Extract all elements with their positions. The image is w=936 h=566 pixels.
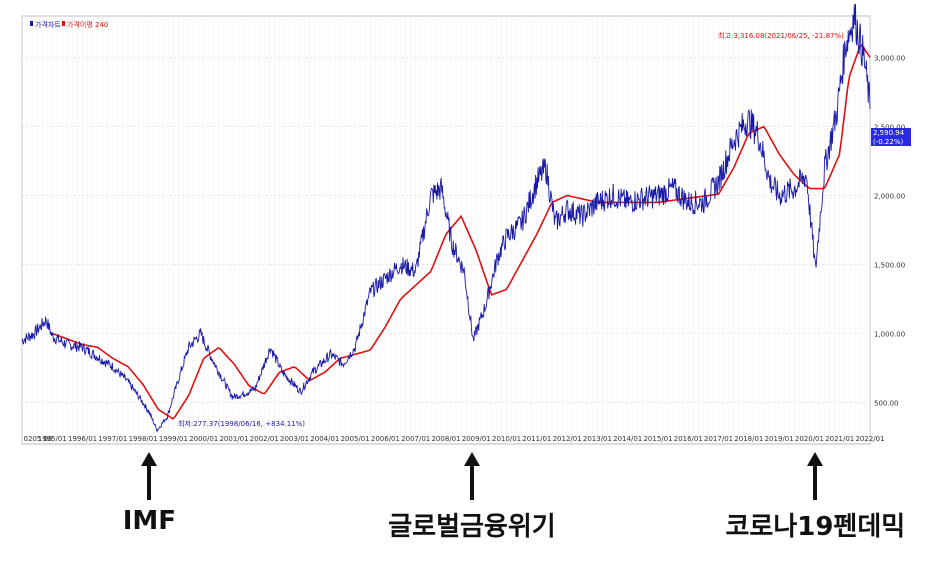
current-price-box: [871, 128, 911, 146]
x-tick-label: 2001/01: [219, 435, 248, 443]
x-tick-label: 2014/01: [613, 435, 642, 443]
x-tick-label: 2009/01: [462, 435, 491, 443]
x-tick-label: 2004/01: [310, 435, 339, 443]
x-tick-label: 2005/01: [341, 435, 370, 443]
x-tick-label: 2011/01: [522, 435, 551, 443]
x-tick-label: 2003/01: [280, 435, 309, 443]
x-tick-label: 2002/01: [250, 435, 279, 443]
ma-layer: [52, 43, 871, 420]
high-annotation: 최고:3,316.08(2021/06/25, -21.87%): [718, 31, 844, 40]
x-tick-label: 2008/01: [431, 435, 460, 443]
x-tick-label: 2012/01: [553, 435, 582, 443]
price-line: [21, 3, 871, 433]
callout-label: IMF: [122, 506, 176, 536]
x-tick-label: 2017/01: [704, 435, 733, 443]
legend-ma-swatch: [62, 21, 65, 26]
x-tick-label: 2021/01: [825, 435, 854, 443]
current-price: 2,590.94: [873, 129, 905, 137]
x-tick-label: 1996/01: [68, 435, 97, 443]
y-tick-label: 2,500.00: [874, 123, 905, 131]
callout-arrow-head: [463, 452, 480, 466]
x-tick-label: 1999/01: [159, 435, 188, 443]
y-tick-label: 3,000.00: [874, 54, 905, 62]
current-change: (-0.22%): [873, 138, 903, 146]
callout-arrow-icon: [141, 452, 158, 500]
legend: 가격차트 가격이평 240: [30, 20, 108, 29]
x-tick-label: 1997/01: [98, 435, 127, 443]
x-tick-label: 2007/01: [401, 435, 430, 443]
x-tick-label: 2013/01: [583, 435, 612, 443]
x-tick-label: 2019/01: [765, 435, 794, 443]
x-grid: [21, 16, 871, 444]
callout-arrow-icon: [463, 452, 480, 500]
y-tick-label: 1,500.00: [874, 262, 905, 270]
x-tick-label: 2018/01: [734, 435, 763, 443]
x-tick-label: 1995/01: [38, 435, 67, 443]
legend-price-label: 가격차트: [35, 20, 61, 29]
callout-arrow-head: [807, 452, 824, 466]
x-tick-label: 2000/01: [189, 435, 218, 443]
callout-arrow-icon: [807, 452, 824, 500]
callout-label: 글로벌금융위기: [388, 512, 556, 542]
y-tick-label: 1,000.00: [874, 331, 905, 339]
x-tick-label: 2016/01: [674, 435, 703, 443]
callout-arrow-head: [141, 452, 158, 466]
x-tick-label: 0205 08: [24, 435, 53, 443]
x-tick-label: 1998/01: [129, 435, 158, 443]
x-tick-label: 2015/01: [643, 435, 672, 443]
y-tick-label: 2,000.00: [874, 192, 905, 200]
legend-ma-label: 가격이평 240: [67, 20, 108, 29]
y-tick-label: 500.00: [874, 400, 899, 408]
x-tick-label: 2020/01: [795, 435, 824, 443]
callout-label: 코로나19펜데믹: [725, 512, 906, 542]
low-annotation: 최저:277.37(1998/06/16, +834.11%): [178, 419, 305, 428]
price-layer: [21, 3, 871, 433]
x-tick-label: 2010/01: [492, 435, 521, 443]
legend-price-swatch: [30, 21, 33, 26]
y-tick-labels: 3,000.00 2,500.00 2,000.00 1,500.00 1,000.00…: [874, 54, 905, 407]
x-tick-label: 2022/01: [855, 435, 884, 443]
ma240-line: [52, 43, 871, 420]
x-tick-label: 2006/01: [371, 435, 400, 443]
